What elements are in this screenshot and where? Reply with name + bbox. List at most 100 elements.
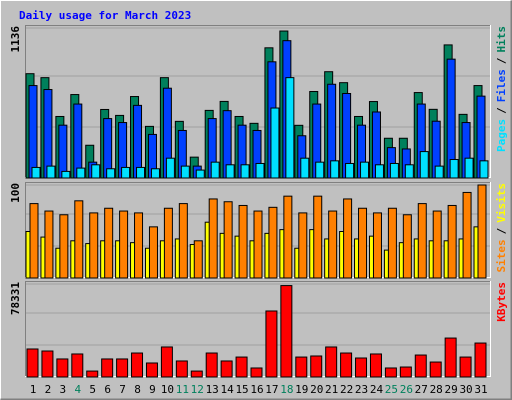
- y-tick-label: 78331: [9, 282, 22, 315]
- bar: [432, 210, 442, 279]
- bar: [479, 160, 489, 179]
- bar: [193, 240, 203, 279]
- bar: [178, 203, 188, 279]
- bar: [310, 355, 323, 378]
- bar: [116, 358, 129, 378]
- bar: [295, 356, 308, 378]
- bar: [447, 204, 457, 279]
- bar: [101, 358, 114, 378]
- x-tick-label: 10: [161, 383, 174, 396]
- bar: [462, 191, 472, 279]
- x-tick-label: 12: [191, 383, 204, 396]
- bar: [285, 77, 295, 179]
- bar: [175, 360, 188, 378]
- x-tick-label: 9: [149, 383, 156, 396]
- bar: [134, 212, 144, 279]
- bar: [71, 353, 84, 378]
- bar: [28, 85, 38, 179]
- bar: [26, 348, 39, 378]
- legend-entry: KBytes: [495, 282, 508, 322]
- bar: [360, 161, 370, 179]
- x-tick-label: 11: [176, 383, 189, 396]
- bar: [414, 354, 427, 378]
- x-tick-label: 30: [459, 383, 472, 396]
- bar: [121, 166, 131, 179]
- bar: [136, 166, 146, 179]
- bar: [89, 212, 99, 279]
- bar: [238, 204, 248, 279]
- bar: [325, 346, 338, 378]
- bar: [444, 337, 457, 378]
- bar: [474, 342, 487, 378]
- bar: [195, 169, 205, 179]
- bar: [429, 361, 442, 378]
- bar: [477, 184, 487, 279]
- bar: [464, 157, 474, 179]
- bar: [46, 165, 56, 179]
- legend-entry: Files: [495, 69, 508, 102]
- bar: [41, 350, 54, 378]
- bar: [190, 370, 203, 378]
- legend-entry: Pages: [495, 119, 508, 152]
- bar: [434, 165, 444, 179]
- bar: [372, 212, 382, 279]
- bar: [404, 164, 414, 179]
- legend-separator: /: [495, 57, 508, 64]
- bar: [374, 164, 384, 179]
- panel-border-dark: [25, 281, 491, 377]
- bar: [180, 165, 190, 179]
- legend-entry: Visits: [495, 183, 508, 223]
- bar: [29, 203, 39, 279]
- bar: [225, 164, 235, 179]
- bar: [255, 162, 265, 179]
- x-tick-label: 29: [445, 383, 458, 396]
- bar: [56, 358, 69, 378]
- x-tick-label: 25: [385, 383, 398, 396]
- bar: [300, 157, 310, 179]
- bar: [402, 214, 412, 279]
- bar: [150, 168, 160, 179]
- bar: [240, 164, 250, 179]
- bar: [399, 366, 412, 378]
- x-tick-label: 1: [30, 383, 37, 396]
- bar: [298, 212, 308, 279]
- bar: [131, 352, 144, 378]
- bar: [358, 207, 368, 279]
- bar: [315, 161, 325, 179]
- bar: [419, 151, 429, 179]
- bar: [345, 162, 355, 179]
- bar: [280, 285, 293, 378]
- y-tick-label: 1136: [9, 26, 22, 53]
- bar: [58, 124, 68, 179]
- bar: [43, 89, 53, 179]
- y-tick-label: 100: [9, 183, 22, 203]
- legend: KBytes: [495, 282, 508, 322]
- bar: [210, 161, 220, 179]
- bar: [340, 352, 353, 378]
- x-tick-label: 5: [89, 383, 96, 396]
- bar: [387, 207, 397, 279]
- x-tick-label: 4: [74, 383, 81, 396]
- bar: [163, 207, 173, 279]
- bar: [223, 201, 233, 279]
- x-tick-label: 7: [119, 383, 126, 396]
- bar: [270, 107, 280, 179]
- chart-title: Daily usage for March 2023: [19, 9, 191, 22]
- bar: [73, 103, 83, 179]
- x-tick-label: 20: [310, 383, 323, 396]
- x-tick-label: 18: [280, 383, 293, 396]
- bar: [369, 353, 382, 378]
- legend-entry: Sites: [495, 239, 508, 272]
- x-tick-label: 8: [134, 383, 141, 396]
- x-tick-label: 23: [355, 383, 368, 396]
- bar: [145, 362, 158, 378]
- x-tick-label: 17: [265, 383, 278, 396]
- bar: [268, 206, 278, 279]
- x-tick-label: 26: [400, 383, 413, 396]
- bar: [104, 207, 114, 279]
- bar: [459, 356, 472, 378]
- x-tick-label: 15: [235, 383, 248, 396]
